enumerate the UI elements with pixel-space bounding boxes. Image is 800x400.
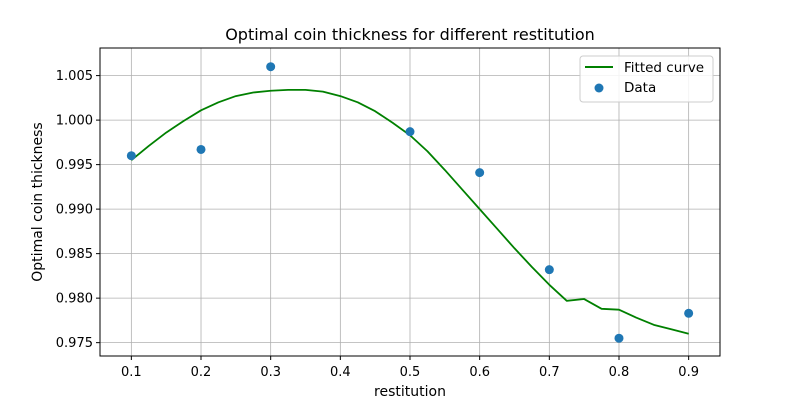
legend-label-fitted-curve: Fitted curve xyxy=(624,60,704,76)
y-tick-label: 0.980 xyxy=(56,292,93,307)
x-tick-label: 0.3 xyxy=(260,365,281,380)
plot-area-frame xyxy=(99,47,721,357)
y-axis-ticks: 0.975 0.980 0.985 0.990 0.995 1.000 1.005 xyxy=(56,69,100,351)
x-tick-label: 0.8 xyxy=(609,365,630,380)
x-tick-label: 0.6 xyxy=(469,365,490,380)
chart-title: Optimal coin thickness for different res… xyxy=(225,25,595,44)
data-point xyxy=(544,265,554,275)
legend: Fitted curve Data xyxy=(579,55,714,103)
y-tick-label: 0.985 xyxy=(56,247,93,262)
legend-marker-swatch xyxy=(594,83,604,93)
data-point xyxy=(684,308,694,318)
data-point xyxy=(475,168,485,178)
grid xyxy=(100,48,720,356)
data-point xyxy=(126,151,136,161)
x-tick-label: 0.7 xyxy=(539,365,560,380)
x-tick-label: 0.1 xyxy=(121,365,142,380)
legend-box xyxy=(579,55,714,103)
data-point xyxy=(614,333,624,343)
y-tick-label: 0.975 xyxy=(56,336,93,351)
y-tick-label: 0.990 xyxy=(56,203,93,218)
y-tick-label: 1.005 xyxy=(56,69,93,84)
x-tick-label: 0.5 xyxy=(400,365,421,380)
x-tick-label: 0.4 xyxy=(330,365,351,380)
x-tick-label: 0.2 xyxy=(191,365,212,380)
data-point xyxy=(266,62,276,72)
x-tick-label: 0.9 xyxy=(678,365,699,380)
x-axis-label: restitution xyxy=(374,384,446,400)
legend-label-data: Data xyxy=(624,80,656,96)
y-axis-label: Optimal coin thickness xyxy=(30,122,46,281)
y-tick-label: 0.995 xyxy=(56,158,93,173)
data-point xyxy=(405,127,415,137)
x-axis-ticks: 0.1 0.2 0.3 0.4 0.5 0.6 0.7 0.8 0.9 xyxy=(121,356,699,380)
series-layer xyxy=(126,62,694,343)
y-tick-label: 1.000 xyxy=(56,114,93,129)
data-point xyxy=(196,144,206,154)
